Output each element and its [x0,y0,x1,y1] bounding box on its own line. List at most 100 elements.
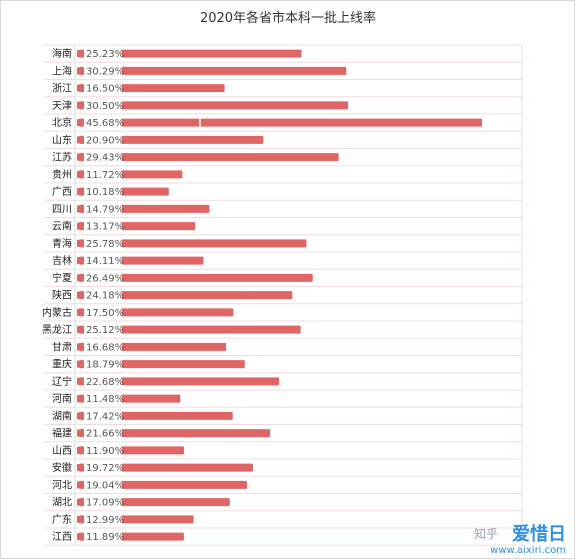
value-label-bg [84,133,122,146]
value-label: 11.72% [86,170,124,181]
value-label-bg [84,254,122,267]
value-label: 26.49% [86,273,124,284]
category-label: 浙江 [52,83,72,95]
bar [79,273,313,282]
value-label-bg [84,496,122,509]
value-label-bg [84,151,122,164]
value-label: 17.50% [86,308,124,319]
value-label: 24.18% [86,291,124,302]
value-label-bg [84,202,122,215]
bar [79,118,482,127]
value-label: 21.66% [86,429,124,440]
category-label: 黑龙江 [42,323,72,336]
category-label: 河南 [52,392,72,405]
category-label: 重庆 [52,358,72,371]
watermark-brand: 爱惜日 [512,524,566,545]
value-label-bg [84,478,122,491]
value-label-bg [84,237,122,250]
value-label: 19.72% [86,463,124,474]
category-label: 海南 [52,47,72,60]
watermark-url: www.aixiri.com [490,545,566,556]
bar [79,101,349,110]
bar [79,239,307,248]
value-label-bg [84,271,122,284]
value-label: 11.89% [86,532,124,543]
category-label: 广东 [52,513,72,526]
bar [79,429,271,438]
category-label: 辽宁 [52,375,72,388]
value-label: 19.04% [86,480,124,491]
category-label: 青海 [52,237,72,250]
bar [79,49,302,58]
category-label: 陕西 [52,289,72,302]
value-label: 12.99% [86,515,124,526]
value-label-bg [84,185,122,198]
category-label: 贵州 [52,168,72,181]
category-label: 湖北 [52,497,72,509]
value-label: 10.18% [86,187,124,198]
value-label: 13.17% [86,222,124,233]
value-label-bg [84,289,122,302]
bar [79,153,339,162]
category-label: 内蒙古 [42,306,72,319]
category-label: 天津 [52,100,72,112]
value-label-bg [84,444,122,457]
value-label: 16.50% [86,84,124,95]
value-label-bg [84,82,122,95]
category-label: 广西 [52,186,72,198]
value-label: 20.90% [86,135,124,146]
value-label: 14.11% [86,256,124,267]
bar [79,135,264,144]
category-label: 江西 [52,531,72,543]
category-label: 江苏 [52,151,72,164]
value-label: 25.12% [86,325,124,336]
value-label-bg [84,99,122,112]
value-label-bg [84,513,122,526]
value-label-bg [84,220,122,233]
category-label: 北京 [52,116,72,129]
value-label: 17.42% [86,411,124,422]
value-label-bg [84,168,122,181]
value-label: 25.23% [86,49,124,60]
value-label-bg [84,530,122,543]
category-label: 四川 [52,204,72,215]
category-label: 河北 [52,479,72,491]
value-label-bg [84,47,122,60]
value-label-bg [84,340,122,353]
watermark: 爱惜日 www.aixiri.com [490,524,566,557]
category-label: 云南 [52,220,72,233]
category-label: 湖南 [52,409,72,422]
bar [79,377,280,386]
category-label: 甘肃 [52,340,72,353]
value-label-bg [84,461,122,474]
value-label: 17.09% [86,498,124,509]
value-label: 18.79% [86,360,124,371]
bar [79,325,301,334]
bar [79,291,293,300]
zhihu-watermark: 知乎 [473,527,498,541]
value-label: 29.43% [86,153,124,164]
value-label-bg [84,358,122,371]
value-label-bg [84,64,122,77]
bar [79,463,253,472]
value-label-bg [84,409,122,422]
value-label-bg [84,323,122,336]
value-label: 30.29% [86,66,124,77]
category-label: 山西 [52,445,72,457]
value-label: 22.68% [86,377,124,388]
value-label-bg [84,427,122,440]
category-label: 宁夏 [52,271,72,284]
value-label: 16.68% [86,342,124,353]
category-label: 吉林 [52,254,72,267]
category-label: 安徽 [52,461,72,474]
value-label-bg [84,375,122,388]
value-label: 11.48% [86,394,124,405]
chart-title: 2020年各省市本科一批上线率 [199,11,377,26]
value-label-bg [84,392,122,405]
value-label-bg [84,306,122,319]
value-label: 25.78% [86,239,124,250]
value-label: 45.68% [86,118,124,129]
category-label: 福建 [52,427,72,440]
